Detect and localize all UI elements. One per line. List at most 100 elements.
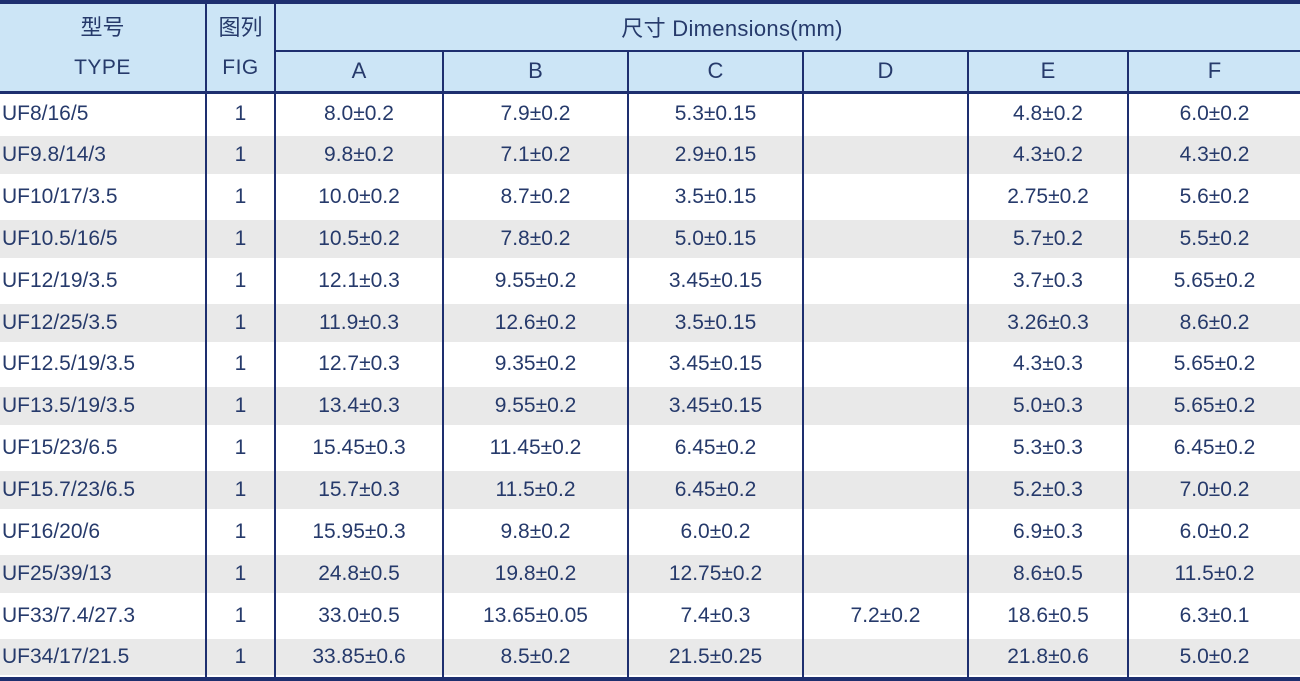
cell-dim-a: 9.8±0.2: [275, 133, 444, 176]
cell-type: UF25/39/13: [0, 553, 207, 596]
cell-dim-b: 9.55±0.2: [443, 385, 629, 428]
cell-dim-d: [803, 553, 969, 596]
col-header-d: D: [803, 51, 969, 94]
cell-dim-e: 4.8±0.2: [968, 92, 1129, 134]
cell-dim-f: 6.0±0.2: [1179, 101, 1250, 125]
cell-dim-a: 13.4±0.3: [275, 385, 444, 428]
cell-dim-d: [803, 301, 969, 344]
cell-dim-f: 6.0±0.2: [1179, 520, 1250, 544]
table-row: UF16/20/6 1 15.95±0.3 9.8±0.2 6.0±0.2 6.…: [0, 511, 1300, 554]
cell-dim-d: [803, 385, 969, 428]
cell-fig: 1: [206, 511, 276, 554]
cell-dim-f: 4.3±0.2: [1128, 133, 1300, 176]
table-header: 型号 TYPE 图列 FIG 尺寸 Dimensions(mm) A B C D…: [0, 2, 1300, 94]
table-body: UF8/16/5 1 8.0±0.2 7.9±0.2 5.3±0.15 4.8±…: [0, 92, 1300, 679]
cell-dim-b: 11.45±0.2: [443, 427, 629, 470]
cell-dim-b: 9.35±0.2: [443, 343, 629, 386]
cell-dim-a: 10.0±0.2: [275, 175, 444, 218]
cell-dim-d: 7.2±0.2: [803, 595, 969, 637]
cell-dim-e: 5.3±0.3: [968, 427, 1129, 470]
cell-type: UF15/23/6.5: [0, 427, 207, 470]
cell-dim-c: 6.45±0.2: [628, 469, 804, 512]
cell-dim-a: 11.9±0.3: [275, 301, 444, 344]
cell-dim-c: 5.3±0.15: [628, 92, 804, 134]
cell-dim-f: 5.65±0.2: [1128, 385, 1300, 428]
cell-dim-d: [803, 92, 969, 134]
table-row: UF12/25/3.5 1 11.9±0.3 12.6±0.2 3.5±0.15…: [0, 301, 1300, 344]
cell-dim-f: 5.0±0.2: [1128, 636, 1300, 679]
cell-fig: 1: [206, 427, 276, 470]
cell-type: UF15.7/23/6.5: [0, 469, 207, 512]
cell-dim-c: 3.5±0.15: [628, 301, 804, 344]
cell-dim-a: 33.0±0.5: [275, 595, 444, 637]
cell-dim-b: 8.5±0.2: [443, 636, 629, 679]
cell-dim-b: 13.65±0.05: [443, 595, 629, 637]
col-header-type: 型号 TYPE: [0, 2, 207, 94]
cell-dim-b: 7.1±0.2: [443, 133, 629, 176]
table-row: UF10.5/16/5 1 10.5±0.2 7.8±0.2 5.0±0.15 …: [0, 217, 1300, 260]
cell-dim-f: 11.5±0.2: [1128, 553, 1300, 596]
cell-dim-a: 15.45±0.3: [275, 427, 444, 470]
cell-fig: 1: [206, 469, 276, 512]
cell-dim-a: 15.7±0.3: [275, 469, 444, 512]
cell-dim-e: 3.7±0.3: [968, 259, 1129, 302]
cell-type: UF9.8/14/3: [0, 133, 207, 176]
cell-dim-e: 21.8±0.6: [968, 636, 1129, 679]
cell-dim-e: 5.0±0.3: [968, 385, 1129, 428]
cell-dim-b: 12.6±0.2: [443, 301, 629, 344]
table-row: UF9.8/14/3 1 9.8±0.2 7.1±0.2 2.9±0.15 4.…: [0, 133, 1300, 176]
cell-dim-c: 3.5±0.15: [628, 175, 804, 218]
cell-dim-e: 6.9±0.3: [968, 511, 1129, 554]
cell-dim-d: [803, 343, 969, 386]
table-row: UF12/19/3.5 1 12.1±0.3 9.55±0.2 3.45±0.1…: [0, 259, 1300, 302]
table-row: UF12.5/19/3.5 1 12.7±0.3 9.35±0.2 3.45±0…: [0, 343, 1300, 386]
cell-dim-f: 5.65±0.2: [1173, 268, 1256, 292]
cell-fig: 1: [206, 92, 276, 134]
table-row: UF13.5/19/3.5 1 13.4±0.3 9.55±0.2 3.45±0…: [0, 385, 1300, 428]
cell-dim-c: 3.45±0.15: [628, 259, 804, 302]
cell-fig: 1: [206, 217, 276, 260]
cell-dim-a: 8.0±0.2: [275, 92, 444, 134]
header-row-top: 型号 TYPE 图列 FIG 尺寸 Dimensions(mm): [0, 2, 1300, 94]
table-row: UF15/23/6.5 1 15.45±0.3 11.45±0.2 6.45±0…: [0, 427, 1300, 470]
table-row: UF15.7/23/6.5 1 15.7±0.3 11.5±0.2 6.45±0…: [0, 469, 1300, 512]
cell-dim-f: 7.0±0.2: [1128, 469, 1300, 512]
cell-dim-e: 5.7±0.2: [968, 217, 1129, 260]
col-header-c: C: [628, 51, 804, 94]
col-header-fig: 图列 FIG: [206, 2, 276, 94]
cell-type: UF10/17/3.5: [0, 175, 207, 218]
cell-type: UF33/7.4/27.3: [0, 595, 207, 637]
cell-type: UF8/16/5: [0, 92, 207, 134]
cell-dim-b: 19.8±0.2: [443, 553, 629, 596]
col-header-a: A: [275, 51, 444, 94]
cell-fig: 1: [206, 595, 276, 637]
col-header-type-zh: 型号: [80, 15, 125, 41]
cell-dim-a: 12.1±0.3: [275, 259, 444, 302]
cell-fig: 1: [206, 553, 276, 596]
cell-fig: 1: [206, 385, 276, 428]
cell-type: UF12.5/19/3.5: [0, 343, 207, 386]
cell-dim-c: 21.5±0.25: [628, 636, 804, 679]
cell-fig: 1: [206, 133, 276, 176]
cell-dim-f: 6.3±0.1: [1179, 604, 1250, 628]
cell-fig: 1: [206, 636, 276, 679]
cell-dim-f: 5.65±0.2: [1173, 352, 1256, 376]
cell-dim-f: 5.6±0.2: [1179, 184, 1250, 208]
cell-dim-f: 8.6±0.2: [1128, 301, 1300, 344]
cell-dim-d: [803, 427, 969, 470]
cell-dim-c: 7.4±0.3: [628, 595, 804, 637]
cell-dim-b: 9.55±0.2: [443, 259, 629, 302]
cell-dim-d: [803, 133, 969, 176]
cell-dim-d: [803, 511, 969, 554]
cell-dim-b: 7.8±0.2: [443, 217, 629, 260]
cell-dim-d: [803, 217, 969, 260]
cell-dim-e: 3.26±0.3: [968, 301, 1129, 344]
cell-dim-b: 7.9±0.2: [443, 92, 629, 134]
cell-dim-f: 5.5±0.2: [1128, 217, 1300, 260]
cell-fig: 1: [206, 301, 276, 344]
cell-dim-e: 4.3±0.3: [968, 343, 1129, 386]
cell-dim-d: [803, 175, 969, 218]
cell-dim-a: 10.5±0.2: [275, 217, 444, 260]
col-header-fig-zh: 图列: [218, 15, 263, 41]
